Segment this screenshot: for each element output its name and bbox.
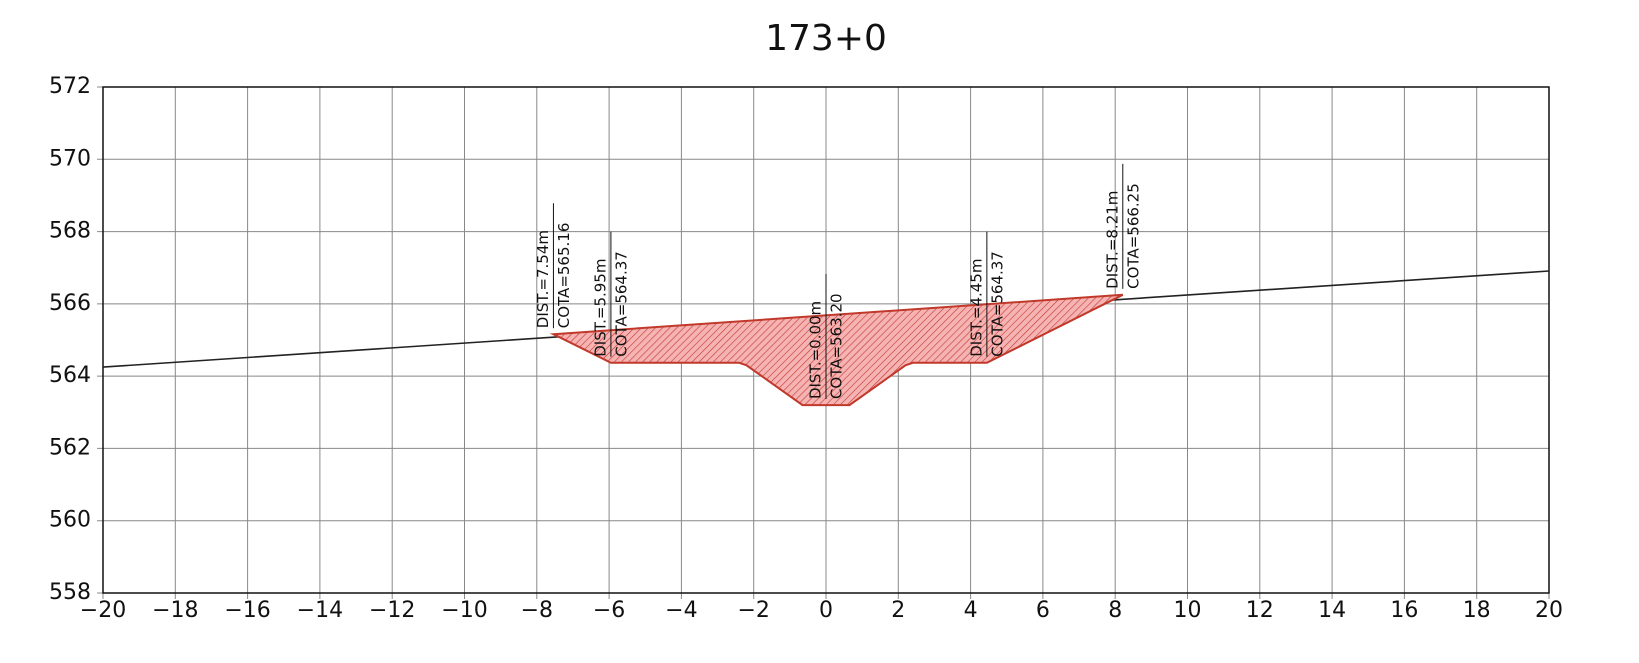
- y-tick-label: 564: [49, 363, 91, 388]
- y-tick-label: 562: [49, 435, 91, 460]
- annotation-dist: DIST.=7.54m: [534, 230, 552, 328]
- y-tick-label: 558: [49, 580, 91, 605]
- x-tick-label: −20: [80, 598, 126, 623]
- y-tick-label: 568: [49, 219, 91, 244]
- chart-title: 173+0: [765, 18, 887, 59]
- x-tick-label: 14: [1318, 598, 1346, 623]
- x-tick-label: 12: [1246, 598, 1274, 623]
- x-tick-label: 18: [1463, 598, 1491, 623]
- x-tick-label: −12: [369, 598, 415, 623]
- annotation-cota: COTA=563.20: [828, 293, 846, 399]
- x-tick-label: 16: [1390, 598, 1418, 623]
- x-tick-label: −2: [737, 598, 769, 623]
- x-tick-label: 2: [891, 598, 905, 623]
- annotation-cota: COTA=564.37: [612, 251, 630, 357]
- x-tick-label: 20: [1535, 598, 1563, 623]
- x-tick-label: 10: [1174, 598, 1202, 623]
- x-tick-label: −10: [441, 598, 487, 623]
- y-tick-label: 570: [49, 146, 91, 171]
- x-tick-label: −6: [593, 598, 625, 623]
- cut-section: [549, 293, 1124, 407]
- y-tick-label: 560: [49, 508, 91, 533]
- x-tick-label: −8: [521, 598, 553, 623]
- annotation-cota: COTA=565.16: [555, 223, 573, 329]
- x-tick-label: 6: [1036, 598, 1050, 623]
- y-tick-label: 572: [49, 74, 91, 99]
- x-tick-label: 0: [819, 598, 833, 623]
- plot-frame: [102, 86, 1550, 594]
- y-tick-label: 566: [49, 291, 91, 316]
- annotation-dist: DIST.=8.21m: [1103, 191, 1121, 289]
- x-tick-label: −18: [152, 598, 198, 623]
- annotation-dist: DIST.=5.95m: [591, 259, 609, 357]
- annotation-dist: DIST.=4.45m: [967, 259, 985, 357]
- annotation-dist: DIST.=0.00m: [807, 301, 825, 399]
- annotation-cota: COTA=564.37: [988, 251, 1006, 357]
- annotation-cota: COTA=566.25: [1124, 183, 1142, 289]
- x-tick-label: 4: [964, 598, 978, 623]
- x-tick-label: −16: [224, 598, 270, 623]
- x-tick-label: −14: [297, 598, 343, 623]
- x-tick-label: −4: [665, 598, 697, 623]
- x-tick-label: 8: [1108, 598, 1122, 623]
